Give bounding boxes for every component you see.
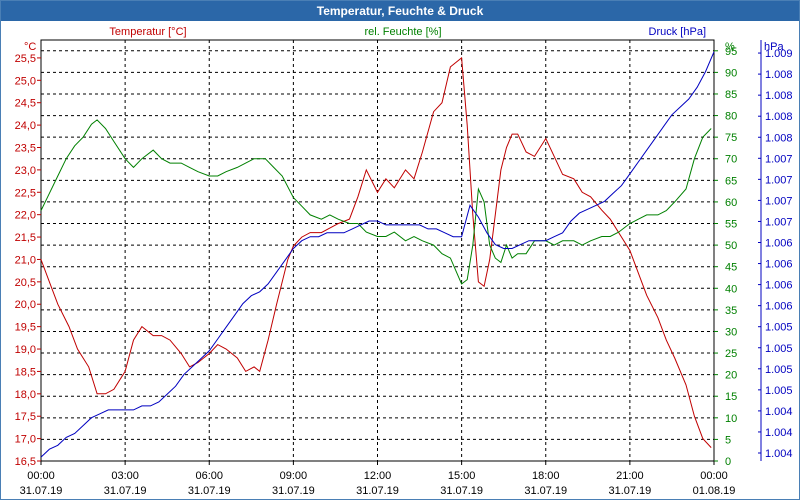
pressure-tick-label: 1.007: [765, 216, 793, 228]
temp-tick-label: 24,0: [15, 120, 36, 132]
x-tick-date: 31.07.19: [524, 485, 567, 497]
temp-tick-label: 18,5: [15, 366, 36, 378]
temp-tick-label: 23,5: [15, 142, 36, 154]
humidity-tick-label: 5: [725, 434, 731, 446]
legend-press: Druck [hPa]: [649, 26, 706, 38]
humidity-tick-label: 60: [725, 197, 737, 209]
pressure-tick-label: 1.005: [765, 322, 793, 334]
x-tick-time: 18:00: [532, 470, 560, 482]
pressure-tick-label: 1.007: [765, 174, 793, 186]
pressure-tick-label: 1.004: [765, 448, 793, 460]
pressure-tick-label: 1.008: [765, 132, 793, 144]
humidity-tick-label: 45: [725, 262, 737, 274]
pressure-tick-label: 1.006: [765, 280, 793, 292]
temp-unit: °C: [24, 41, 36, 53]
series-layer: [40, 51, 715, 458]
pressure-tick-label: 1.004: [765, 427, 793, 439]
series-line-hum: [40, 119, 712, 285]
temp-tick-label: 23,0: [15, 165, 36, 177]
pressure-tick-label: 1.007: [765, 153, 793, 165]
x-tick-date: 31.07.19: [608, 485, 651, 497]
x-tick-date: 31.07.19: [356, 485, 399, 497]
humidity-axis: 0 5 10 15 20 25 30 35 40 45 50 55 60 65 70 75 80 85 90 95%: [714, 41, 737, 468]
pressure-tick-label: 1.007: [765, 195, 793, 207]
pressure-tick-label: 1.008: [765, 111, 793, 123]
humidity-tick-label: 55: [725, 219, 737, 231]
temp-tick-label: 19,0: [15, 344, 36, 356]
humidity-tick-label: 85: [725, 89, 737, 101]
pressure-unit: hPa: [764, 41, 784, 53]
x-tick-date: 31.07.19: [188, 485, 231, 497]
temp-tick-label: 25,0: [15, 75, 36, 87]
x-tick-time: 03:00: [111, 470, 139, 482]
humidity-tick-label: 0: [725, 456, 731, 468]
legend-temp: Temperatur [°C]: [109, 26, 186, 38]
temp-tick-label: 17,5: [15, 411, 36, 423]
temp-tick-label: 18,0: [15, 389, 36, 401]
x-tick-date: 31.07.19: [272, 485, 315, 497]
legend: Temperatur [°C] rel. Feuchte [%] Druck [hP…: [109, 26, 706, 38]
x-tick-time: 00:00: [27, 470, 55, 482]
pressure-tick-label: 1.008: [765, 69, 793, 81]
temp-tick-label: 20,5: [15, 277, 36, 289]
temp-tick-label: 21,5: [15, 232, 36, 244]
humidity-tick-label: 95: [725, 46, 737, 58]
x-tick-time: 15:00: [448, 470, 476, 482]
temp-tick-label: 22,5: [15, 187, 36, 199]
legend-hum: rel. Feuchte [%]: [364, 26, 441, 38]
humidity-tick-label: 40: [725, 283, 737, 295]
x-tick-time: 00:00: [700, 470, 728, 482]
pressure-tick-label: 1.006: [765, 238, 793, 250]
series-line-temp: [40, 56, 712, 448]
humidity-unit: %: [725, 41, 735, 53]
humidity-tick-label: 65: [725, 175, 737, 187]
humidity-tick-label: 75: [725, 132, 737, 144]
temp-tick-label: 16,5: [15, 456, 36, 468]
temp-tick-label: 20,0: [15, 299, 36, 311]
humidity-tick-label: 50: [725, 240, 737, 252]
x-tick-time: 09:00: [280, 470, 308, 482]
humidity-tick-label: 30: [725, 326, 737, 338]
humidity-tick-label: 35: [725, 305, 737, 317]
x-tick-time: 12:00: [364, 470, 392, 482]
pressure-tick-label: 1.005: [765, 343, 793, 355]
chart-title: Temperatur, Feuchte & Druck: [1, 1, 799, 21]
humidity-tick-label: 20: [725, 370, 737, 382]
humidity-tick-label: 90: [725, 67, 737, 79]
temp-tick-label: 24,5: [15, 98, 36, 110]
series-line-press: [40, 51, 715, 458]
humidity-tick-label: 25: [725, 348, 737, 360]
humidity-tick-label: 15: [725, 391, 737, 403]
x-tick-time: 21:00: [616, 470, 644, 482]
pressure-tick-label: 1.004: [765, 406, 793, 418]
temp-tick-label: 22,0: [15, 210, 36, 222]
temp-axis: 16,5 17,0 17,5 18,0 18,5 19,0 19,5 20,0 20,5 21,0…: [15, 41, 41, 468]
pressure-tick-label: 1.005: [765, 385, 793, 397]
temp-tick-label: 17,0: [15, 434, 36, 446]
temp-tick-label: 25,5: [15, 53, 36, 65]
pressure-axis: 1.004 1.004 1.004 1.005 1.005 1.005 1.005 1.006…: [758, 40, 793, 461]
humidity-tick-label: 10: [725, 413, 737, 425]
x-tick-date: 31.07.19: [104, 485, 147, 497]
humidity-tick-label: 70: [725, 154, 737, 166]
temp-tick-label: 21,0: [15, 254, 36, 266]
x-tick-date: 31.07.19: [20, 485, 63, 497]
pressure-tick-label: 1.005: [765, 364, 793, 376]
x-tick-date: 31.07.19: [440, 485, 483, 497]
pressure-tick-label: 1.008: [765, 90, 793, 102]
x-tick-date: 01.08.19: [693, 485, 736, 497]
x-axis: 00:00 31.07.19 03:00 31.07.19 06:00 31.07.19 0…: [20, 461, 736, 497]
pressure-tick-label: 1.006: [765, 301, 793, 313]
grid: [41, 40, 714, 461]
pressure-tick-label: 1.006: [765, 259, 793, 271]
pressure-tick-label: 1.009: [765, 48, 793, 60]
temp-tick-label: 19,5: [15, 322, 36, 334]
x-tick-time: 06:00: [195, 470, 223, 482]
humidity-tick-label: 80: [725, 111, 737, 123]
